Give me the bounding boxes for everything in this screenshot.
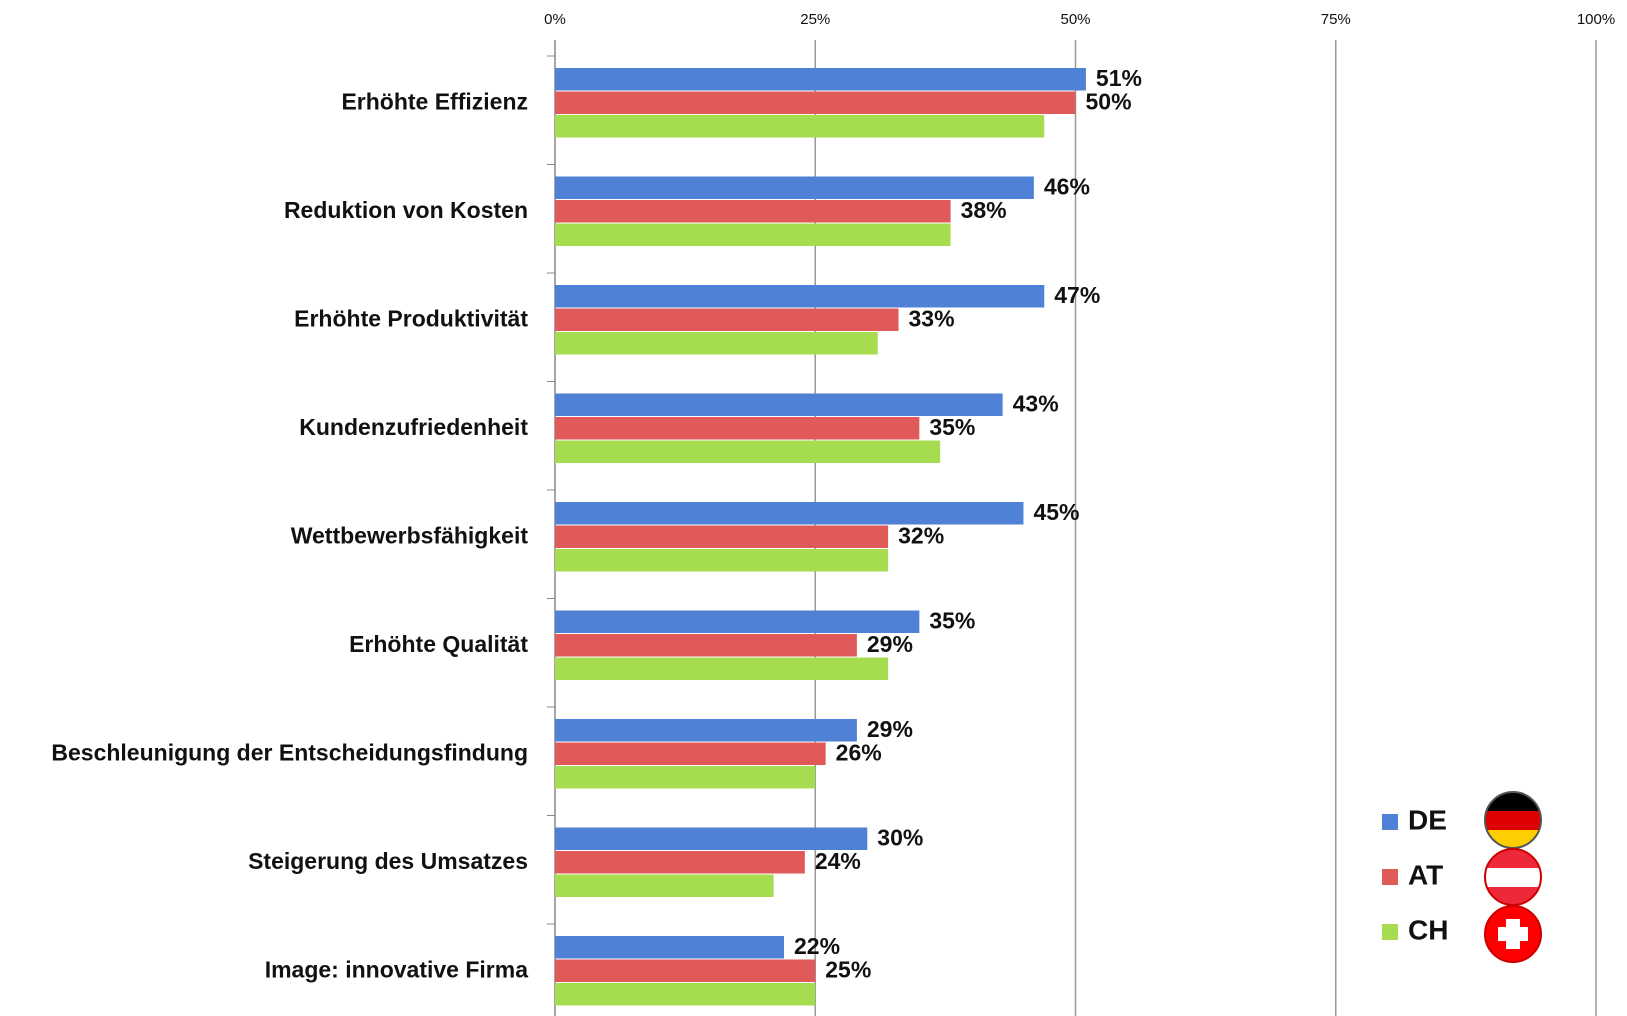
value-label: 25% <box>825 956 871 982</box>
category-label: Wettbewerbsfähigkeit <box>291 522 529 548</box>
bar <box>555 959 816 982</box>
value-label: 33% <box>909 305 955 331</box>
x-tick-label: 75% <box>1321 11 1351 28</box>
value-label: 46% <box>1044 173 1090 199</box>
bar <box>555 549 889 572</box>
bar <box>555 766 816 789</box>
value-label: 47% <box>1054 282 1100 308</box>
category-label: Erhöhte Produktivität <box>294 305 528 331</box>
value-label: 45% <box>1033 499 1079 525</box>
x-tick-label: 50% <box>1060 11 1090 28</box>
category-label: Image: innovative Firma <box>265 956 529 982</box>
category-label: Erhöhte Qualität <box>349 631 528 657</box>
legend-swatch <box>1382 924 1398 940</box>
x-tick-label: 100% <box>1577 11 1615 28</box>
value-label: 35% <box>929 607 975 633</box>
value-label: 51% <box>1096 65 1142 91</box>
bar <box>555 502 1024 525</box>
x-tick-label: 25% <box>800 11 830 28</box>
bar <box>555 610 920 633</box>
bar <box>555 525 889 548</box>
bar <box>555 936 785 959</box>
bar <box>555 176 1034 199</box>
bar <box>555 332 878 355</box>
category-label: Erhöhte Effizienz <box>341 88 528 114</box>
bar <box>555 115 1045 138</box>
category-label: Reduktion von Kosten <box>284 197 528 223</box>
bar <box>555 393 1003 416</box>
bar <box>555 874 774 897</box>
category-label: Steigerung des Umsatzes <box>248 848 528 874</box>
bar <box>555 200 951 223</box>
bar <box>555 91 1076 114</box>
bar <box>555 223 951 246</box>
value-label: 30% <box>877 824 923 850</box>
value-label: 29% <box>867 631 913 657</box>
bar <box>555 657 889 680</box>
bar <box>555 827 868 850</box>
legend-swatch <box>1382 814 1398 830</box>
bar <box>555 634 857 657</box>
bar <box>555 983 816 1006</box>
value-label: 43% <box>1013 390 1059 416</box>
value-label: 22% <box>794 933 840 959</box>
flags <box>1484 791 1542 963</box>
bar <box>555 719 857 742</box>
value-label: 24% <box>815 848 861 874</box>
bar <box>555 440 941 463</box>
bar <box>555 68 1086 91</box>
legend-label: DE <box>1408 804 1447 835</box>
category-label: Beschleunigung der Entscheidungsfindung <box>51 739 528 765</box>
value-label: 35% <box>929 414 975 440</box>
legend-label: CH <box>1408 914 1448 945</box>
bar <box>555 285 1045 308</box>
value-label: 50% <box>1086 88 1132 114</box>
bar <box>555 851 805 874</box>
bar <box>555 742 826 765</box>
value-label: 26% <box>836 739 882 765</box>
bar <box>555 308 899 331</box>
value-label: 38% <box>961 197 1007 223</box>
value-label: 32% <box>898 522 944 548</box>
legend-label: AT <box>1408 859 1443 890</box>
x-tick-label: 0% <box>544 11 566 28</box>
category-label: Kundenzufriedenheit <box>299 414 528 440</box>
value-label: 29% <box>867 716 913 742</box>
bar <box>555 417 920 440</box>
legend-swatch <box>1382 869 1398 885</box>
